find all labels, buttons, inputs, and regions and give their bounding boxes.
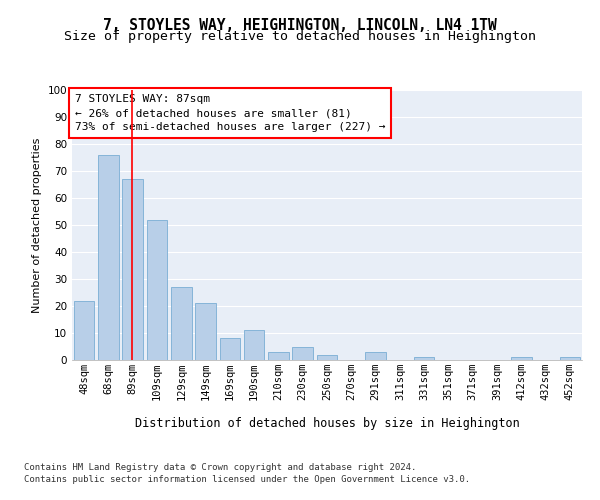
Bar (268, 352, 289, 360)
Text: Contains public sector information licensed under the Open Government Licence v3: Contains public sector information licen… (24, 475, 470, 484)
Text: 7 STOYLES WAY: 87sqm
← 26% of detached houses are smaller (81)
73% of semi-detac: 7 STOYLES WAY: 87sqm ← 26% of detached h… (74, 94, 385, 132)
Bar (414, 358, 434, 360)
Bar (146, 220, 167, 360)
Bar (220, 338, 240, 360)
Bar (171, 287, 191, 360)
Bar (98, 155, 119, 360)
Y-axis label: Number of detached properties: Number of detached properties (32, 138, 42, 312)
Bar (292, 346, 313, 360)
Text: Size of property relative to detached houses in Heighington: Size of property relative to detached ho… (64, 30, 536, 43)
Text: 7, STOYLES WAY, HEIGHINGTON, LINCOLN, LN4 1TW: 7, STOYLES WAY, HEIGHINGTON, LINCOLN, LN… (103, 18, 497, 32)
Text: Distribution of detached houses by size in Heighington: Distribution of detached houses by size … (134, 418, 520, 430)
Bar (195, 304, 216, 360)
Bar (122, 179, 143, 360)
Bar (511, 358, 532, 360)
Bar (74, 300, 94, 360)
Text: Contains HM Land Registry data © Crown copyright and database right 2024.: Contains HM Land Registry data © Crown c… (24, 462, 416, 471)
Bar (244, 330, 265, 360)
Bar (560, 358, 580, 360)
Bar (317, 354, 337, 360)
Bar (365, 352, 386, 360)
